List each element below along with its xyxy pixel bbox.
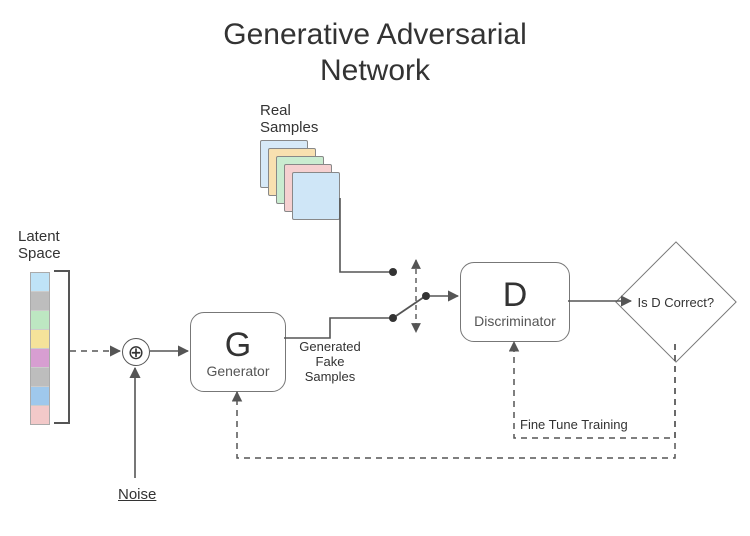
real-samples-label: Real Samples bbox=[260, 102, 318, 137]
generator-symbol: G bbox=[225, 326, 251, 365]
latent-space-vector bbox=[30, 272, 50, 425]
fine-tune-label: Fine Tune Training bbox=[520, 418, 628, 433]
decision-label: Is D Correct? bbox=[638, 294, 715, 309]
generated-samples-label: Generated Fake Samples bbox=[290, 340, 370, 385]
decision-diamond: Is D Correct? bbox=[615, 241, 737, 363]
noise-add-node: ⊕ bbox=[122, 338, 150, 366]
discriminator-box: D Discriminator bbox=[460, 262, 570, 342]
discriminator-symbol: D bbox=[503, 276, 528, 315]
generator-box: G Generator bbox=[190, 312, 286, 392]
generator-caption: Generator bbox=[206, 363, 269, 379]
latent-space-label: Latent Space bbox=[18, 228, 61, 263]
discriminator-caption: Discriminator bbox=[474, 313, 556, 329]
noise-label: Noise bbox=[118, 486, 156, 503]
latent-bracket bbox=[54, 270, 70, 424]
title-line-2: Network bbox=[0, 54, 750, 88]
title-line-1: Generative Adversarial bbox=[0, 18, 750, 52]
